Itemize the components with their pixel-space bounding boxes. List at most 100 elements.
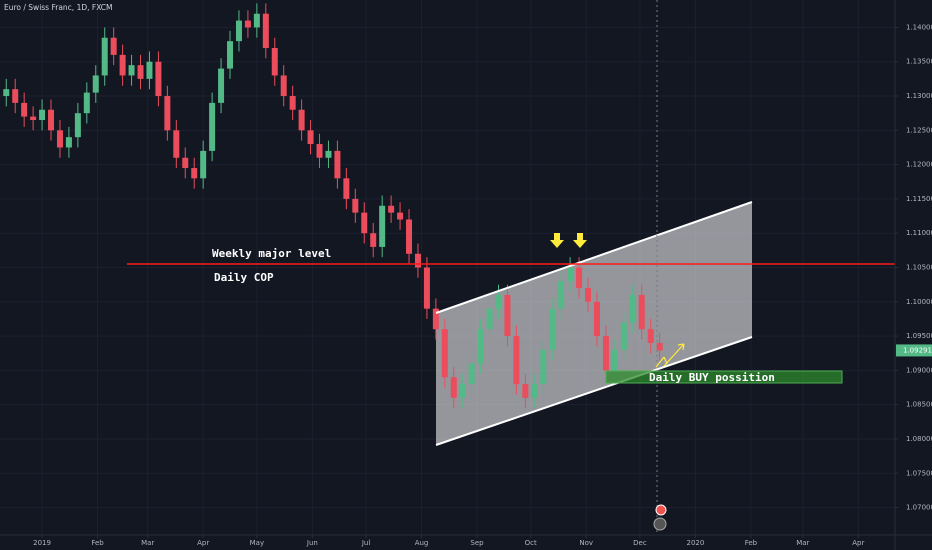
axes: 1.07000 1.07500 1.08000 1.08500 1.09000 1.095… <box>33 23 932 547</box>
candle-body <box>504 294 511 337</box>
candle-body <box>406 219 413 254</box>
y-tick-label: 1.11000 <box>906 229 932 237</box>
channel-lower <box>435 336 753 446</box>
candle-body <box>531 384 538 398</box>
y-tick-label: 1.12000 <box>906 161 932 169</box>
candle-body <box>110 37 117 55</box>
annotation: Weekly major level <box>212 247 331 260</box>
candle-body <box>549 308 556 350</box>
candle-body <box>146 61 153 79</box>
candle-body <box>522 384 529 398</box>
candle-body <box>397 212 404 220</box>
candle-body <box>585 288 592 302</box>
candle-body <box>200 150 207 179</box>
x-tick-label: Dec <box>633 539 647 547</box>
x-tick-label: Mar <box>141 539 154 547</box>
y-tick-label: 1.14000 <box>906 23 932 31</box>
candle-body <box>656 342 663 351</box>
candle-body <box>83 92 90 114</box>
candle-body <box>468 363 475 385</box>
candle-body <box>227 41 234 69</box>
candle-body <box>164 96 171 131</box>
candle-body <box>182 157 189 169</box>
candle-body <box>352 198 359 213</box>
candle-body <box>414 253 421 268</box>
grid <box>0 0 895 535</box>
x-tick-label: Apr <box>197 539 209 547</box>
event-icon[interactable] <box>653 517 667 531</box>
candle-body <box>334 150 341 179</box>
x-tick-label: Feb <box>745 539 758 547</box>
y-tick-label: 1.10000 <box>906 298 932 306</box>
candle-body <box>128 65 135 76</box>
candle-body <box>486 308 493 330</box>
candles <box>3 3 663 409</box>
down-arrow <box>573 233 587 248</box>
candle-body <box>307 130 314 145</box>
x-tick-label: Feb <box>91 539 104 547</box>
candle-body <box>119 54 126 76</box>
x-tick-label: Mar <box>796 539 809 547</box>
y-tick-label: 1.11500 <box>906 195 932 203</box>
y-tick-label: 1.13500 <box>906 58 932 66</box>
candle-body <box>316 144 323 158</box>
candle-body <box>253 13 260 28</box>
candle-body <box>620 322 627 350</box>
y-tick-label: 1.09500 <box>906 332 932 340</box>
candle-body <box>101 37 108 76</box>
candle-body <box>48 109 55 131</box>
last-price-box <box>896 344 932 357</box>
x-tick-label: Jul <box>361 539 371 547</box>
x-tick-label: Jun <box>306 539 318 547</box>
y-tick-label: 1.08500 <box>906 401 932 409</box>
candle-body <box>191 168 198 179</box>
y-tick-label: 1.08000 <box>906 435 932 443</box>
candle-body <box>423 267 430 309</box>
candle-body <box>567 267 574 282</box>
x-tick-label: Apr <box>852 539 864 547</box>
y-tick-label: 1.13000 <box>906 92 932 100</box>
candle-body <box>558 281 565 309</box>
candle-body <box>611 349 618 371</box>
candle-body <box>12 89 19 103</box>
chart-title: Euro / Swiss Franc, 1D, FXCM <box>4 3 113 12</box>
candle-body <box>388 205 395 213</box>
candle-body <box>629 294 636 323</box>
candle-body <box>280 75 287 97</box>
down-arrow <box>550 233 564 248</box>
x-tick-label: Oct <box>525 539 537 547</box>
move-arrows <box>655 343 685 368</box>
last-price-label: 1.09291 <box>903 346 932 354</box>
candle-body <box>513 336 520 385</box>
candle-body <box>21 102 28 117</box>
candle-body <box>65 137 72 148</box>
candle-body <box>155 61 162 97</box>
candle-body <box>271 48 278 76</box>
candle-body <box>209 102 216 151</box>
x-tick-label: Sep <box>470 539 484 547</box>
candle-body <box>325 150 332 158</box>
candle-body <box>343 178 350 199</box>
event-icon[interactable] <box>655 504 667 516</box>
channel-upper <box>435 201 753 314</box>
candle-body <box>74 113 81 138</box>
x-tick-label: Aug <box>415 539 429 547</box>
y-tick-label: 1.07500 <box>906 469 932 477</box>
candle-body <box>379 205 386 247</box>
candle-body <box>450 377 457 398</box>
annotation: Daily COP <box>214 271 274 284</box>
candle-body <box>495 294 502 309</box>
candle-body <box>441 329 448 378</box>
candle-body <box>602 336 609 371</box>
annotation: Daily BUY possition <box>649 371 775 384</box>
candle-body <box>289 96 296 110</box>
x-tick-label: May <box>250 539 264 547</box>
candle-body <box>576 267 583 289</box>
candle-body <box>298 109 305 131</box>
candle-body <box>173 130 180 158</box>
candle-body <box>593 301 600 337</box>
x-tick-label: Nov <box>579 539 593 547</box>
candle-body <box>647 329 654 343</box>
y-tick-label: 1.12500 <box>906 126 932 134</box>
